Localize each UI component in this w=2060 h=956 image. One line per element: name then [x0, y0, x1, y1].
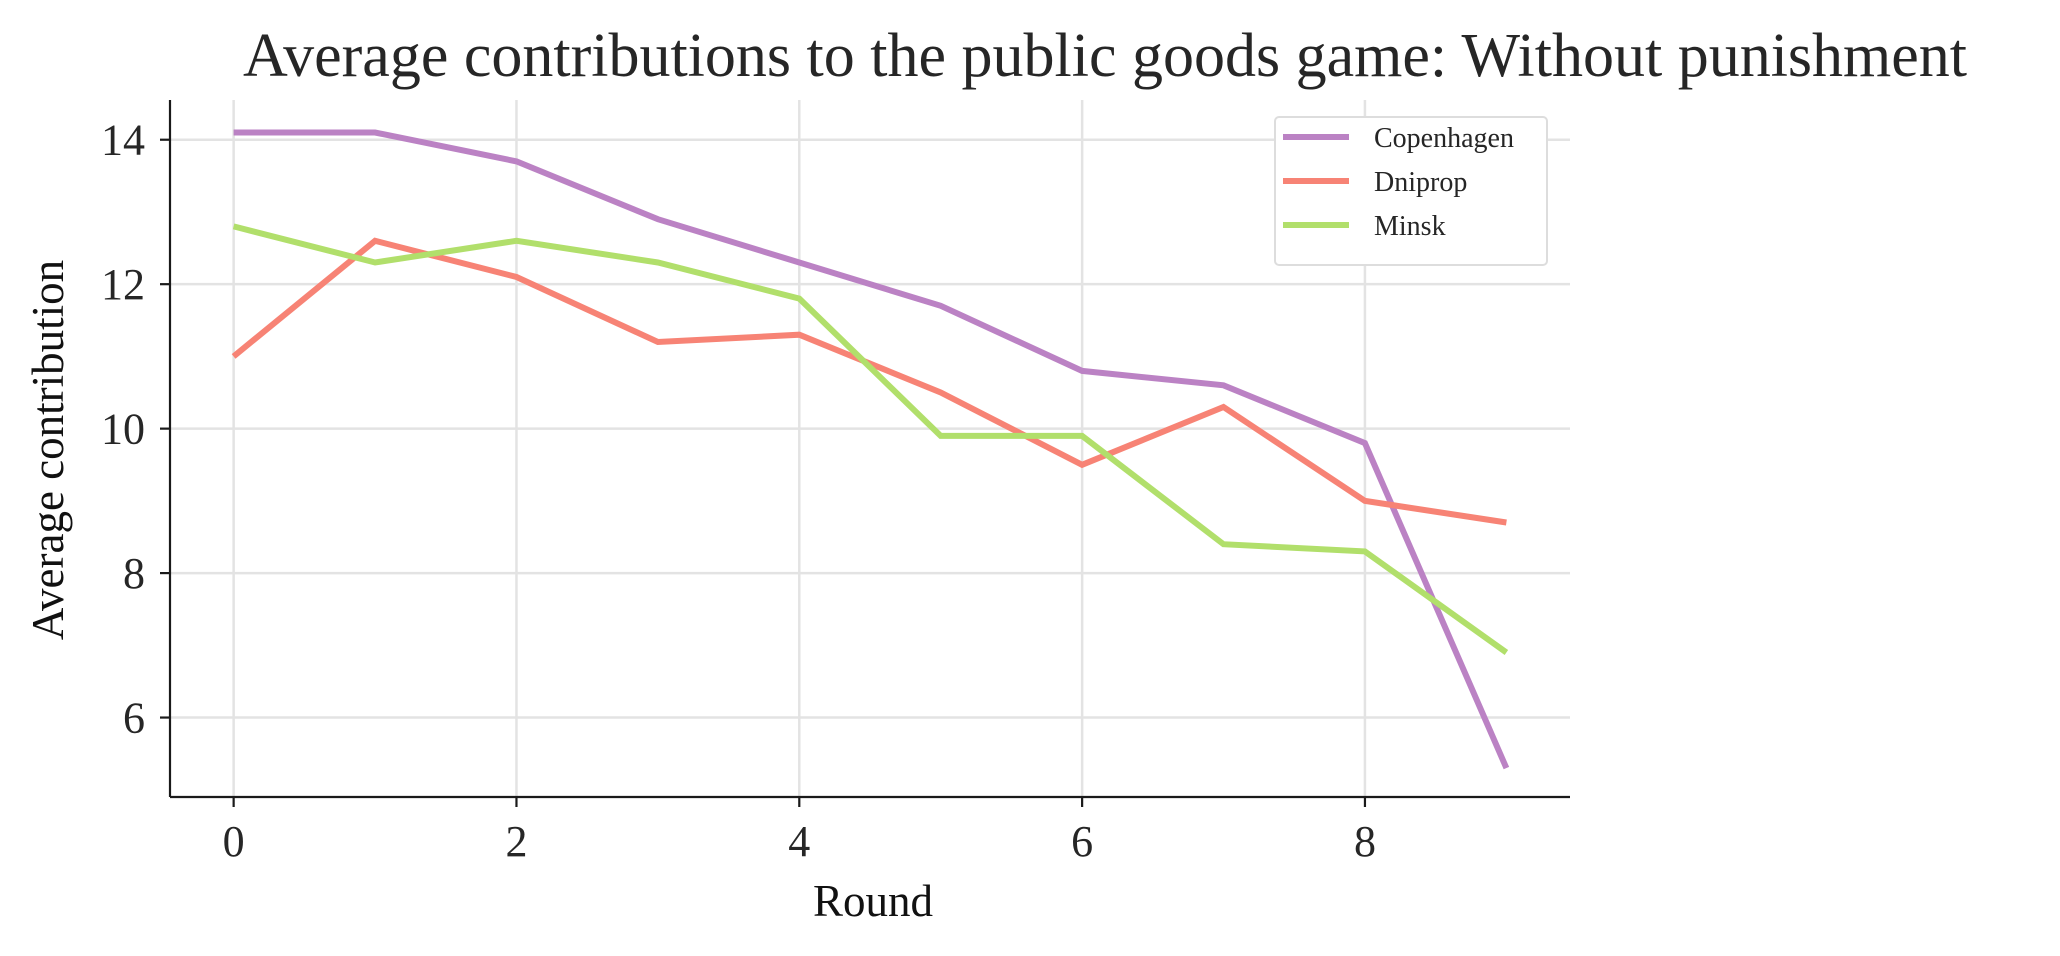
tick-labels: 0 2 4 6 8 6 8 10 12 14 [101, 116, 1376, 866]
y-tick-label: 14 [101, 116, 145, 165]
legend: Copenhagen Dniprop Minsk [1274, 116, 1548, 266]
legend-label: Minsk [1374, 211, 1446, 242]
series-line-minsk [232, 223, 1509, 655]
legend-label: Copenhagen [1374, 123, 1514, 154]
x-tick-label: 0 [223, 817, 245, 866]
y-tick-label: 8 [123, 549, 145, 598]
x-tick-label: 6 [1071, 817, 1093, 866]
axes [160, 100, 1570, 807]
x-tick-label: 2 [505, 817, 527, 866]
series-line-copenhagen [233, 129, 1510, 770]
chart-title: Average contributions to the public good… [243, 22, 1967, 90]
y-axis-label: Average contribution [23, 260, 73, 640]
y-tick-label: 6 [123, 694, 145, 743]
y-tick-label: 12 [101, 260, 145, 309]
x-tick-label: 4 [788, 817, 810, 866]
series-lines [231, 129, 1510, 770]
x-tick-label: 8 [1354, 817, 1376, 866]
x-axis-label: Round [813, 876, 933, 926]
y-tick-label: 10 [101, 405, 145, 454]
legend-label: Dniprop [1374, 167, 1467, 198]
